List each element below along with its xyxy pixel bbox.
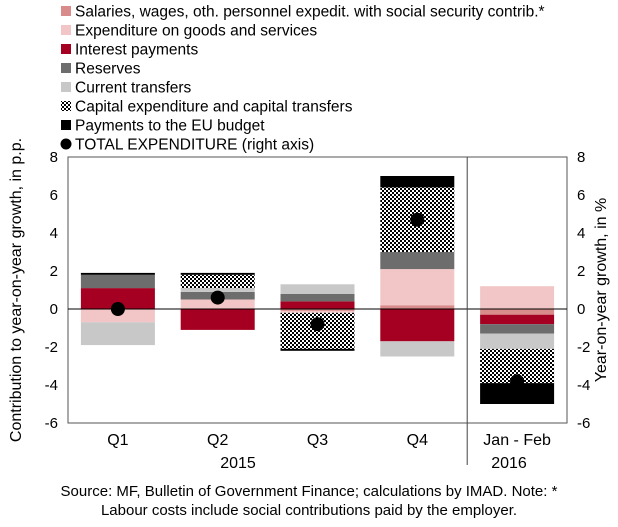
- bar-segment-3-2: [180, 309, 255, 330]
- bar-segment-5-1: [80, 322, 155, 346]
- y-tick-left: 2: [50, 263, 58, 280]
- bar-segment-4-1: [80, 274, 155, 289]
- y-tick-right: 8: [577, 149, 585, 166]
- total-point-1: [110, 302, 125, 316]
- y-axis-left-label: Contribution to year-on-year growth, in …: [8, 138, 25, 442]
- bar-segment-3-1: [80, 288, 155, 309]
- year-label-2015: 2015: [220, 455, 256, 472]
- bar-segment-2-5: [480, 286, 555, 309]
- total-point-5: [510, 374, 525, 389]
- bar-segment-5-2: [180, 288, 255, 292]
- y-tick-right: -2: [577, 339, 590, 356]
- bar-segment-7-3: [280, 348, 355, 351]
- legend-label: Capital expenditure and capital transfer…: [75, 99, 353, 116]
- legend: Salaries, wages, oth. personnel expedit.…: [60, 4, 545, 154]
- bar-segment-6-2: [180, 274, 255, 289]
- total-point-3: [310, 317, 325, 332]
- plot-area: -6 -6 -4 -4 -2 -2 0 0 2 2 4 4 6 6 8 8 Q1 Q2 Q3 Q4 Jan - Feb: [45, 149, 590, 465]
- y-tick-left: 4: [50, 225, 58, 242]
- y-tick-left: -6: [45, 415, 58, 432]
- bar-segment-1-5: [480, 309, 555, 315]
- bar-segment-7-4: [380, 176, 455, 188]
- legend-label: Interest payments: [75, 42, 198, 59]
- legend-swatch-6: [61, 101, 71, 111]
- legend-swatch-4: [61, 63, 71, 73]
- source-note-line-2: Labour costs include social contribution…: [100, 502, 518, 519]
- y-tick-left: 6: [50, 187, 58, 204]
- bar-segment-7-2: [180, 272, 255, 275]
- legend-label: Current transfers: [75, 80, 192, 97]
- legend-label: Reserves: [75, 61, 141, 78]
- legend-marker-total: [60, 138, 72, 150]
- x-tick-label: Jan - Feb: [483, 432, 551, 449]
- y-tick-right: 4: [577, 225, 585, 242]
- x-tick-label: Q4: [407, 432, 428, 449]
- legend-swatch-7: [61, 120, 71, 130]
- bar-segment-1-3: [280, 309, 355, 311]
- bar-segment-3-5: [480, 314, 555, 325]
- x-tick-label: Q3: [307, 432, 328, 449]
- bar-segment-4-5: [480, 324, 555, 334]
- legend-label: Salaries, wages, oth. personnel expedit.…: [75, 4, 545, 21]
- source-note-line-1: Source: MF, Bulletin of Government Finan…: [60, 483, 558, 500]
- x-tick-label: Q2: [207, 432, 228, 449]
- total-point-2: [210, 290, 225, 305]
- legend-label: Expenditure on goods and services: [75, 23, 317, 40]
- y-tick-right: 6: [577, 187, 585, 204]
- y-tick-left: -2: [45, 339, 58, 356]
- y-tick-right: -6: [577, 415, 590, 432]
- legend-label: Payments to the EU budget: [75, 118, 265, 135]
- legend-swatch-1: [61, 6, 71, 16]
- y-tick-left: -4: [45, 377, 58, 394]
- x-tick-label: Q1: [107, 432, 128, 449]
- bar-segment-5-4: [380, 341, 455, 357]
- y-tick-left: 0: [50, 301, 58, 318]
- y-tick-right: 2: [577, 263, 585, 280]
- legend-swatch-2: [61, 25, 71, 35]
- legend-label: TOTAL EXPENDITURE (right axis): [75, 137, 314, 154]
- plot-frame: [67, 156, 568, 424]
- legend-swatch-5: [61, 82, 71, 92]
- bar-segment-5-3: [280, 284, 355, 294]
- y-tick-right: -4: [577, 377, 590, 394]
- y-tick-left: 8: [50, 149, 58, 166]
- legend-swatch-3: [61, 44, 71, 54]
- bar-segment-7-5: [480, 383, 555, 404]
- bar-segment-2-4: [380, 269, 455, 306]
- bar-segment-4-4: [380, 252, 455, 270]
- bar-segment-4-3: [280, 293, 355, 302]
- y-axis-right-label: Year-on-year growth, in %: [593, 198, 610, 382]
- bar-segment-2-3: [280, 310, 355, 313]
- year-label-2016: 2016: [491, 455, 527, 472]
- y-tick-right: 0: [577, 301, 585, 318]
- bar-segment-7-1: [80, 272, 155, 275]
- bar-segment-5-5: [480, 333, 555, 349]
- bar-segment-3-3: [280, 301, 355, 309]
- bar-segment-3-4: [380, 309, 455, 342]
- total-point-4: [410, 212, 425, 227]
- bar-segment-1-4: [380, 305, 455, 309]
